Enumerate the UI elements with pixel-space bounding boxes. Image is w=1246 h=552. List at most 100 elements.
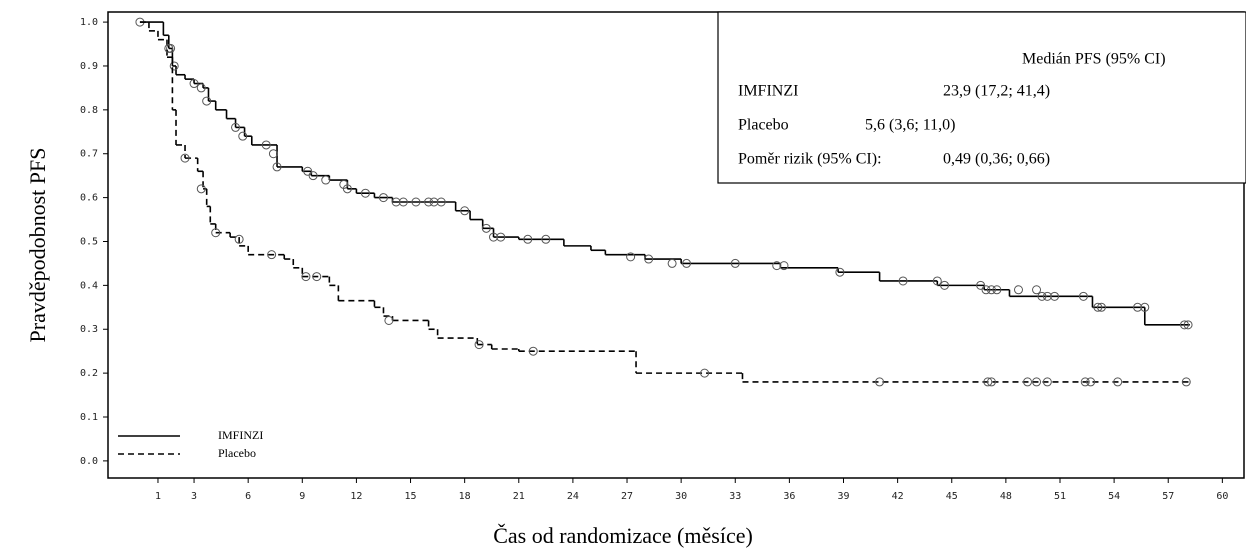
censor-mark (1093, 302, 1103, 312)
y-tick-label: 0.9 (80, 61, 98, 72)
censor-mark (267, 250, 277, 260)
censor-mark (303, 166, 313, 176)
censor-mark (1080, 377, 1090, 387)
x-tick-label: 48 (1000, 491, 1012, 502)
x-tick-label: 1 (155, 491, 161, 502)
censor-mark (231, 122, 241, 132)
legend-label: Placebo (218, 446, 256, 460)
censor-mark (398, 197, 408, 207)
censor-mark (202, 96, 212, 106)
x-tick-label: 3 (191, 491, 197, 502)
censor-mark (898, 276, 908, 286)
y-tick-label: 0.1 (80, 412, 98, 423)
censor-mark (1179, 320, 1189, 330)
censor-mark (391, 197, 401, 207)
x-tick-label: 54 (1108, 491, 1120, 502)
x-tick-label: 60 (1216, 491, 1228, 502)
censor-mark (1042, 291, 1052, 301)
censor-mark (164, 43, 174, 53)
y-tick-label: 0.8 (80, 105, 98, 116)
censor-mark (424, 197, 434, 207)
censor-mark (1133, 302, 1143, 312)
censor-mark (983, 377, 993, 387)
censor-mark (496, 232, 506, 242)
x-tick-label: 45 (946, 491, 958, 502)
censor-mark (429, 197, 439, 207)
annotation-header: Medián PFS (95% CI) (1022, 51, 1166, 68)
x-tick-label: 6 (245, 491, 251, 502)
censor-mark (169, 61, 179, 71)
y-tick-label: 0.4 (80, 280, 98, 291)
censor-mark (981, 285, 991, 295)
x-tick-label: 27 (621, 491, 633, 502)
censor-mark (1181, 377, 1191, 387)
y-tick-label: 1.0 (80, 17, 98, 28)
x-tick-label: 51 (1054, 491, 1066, 502)
censor-mark (523, 234, 533, 244)
censor-mark (940, 280, 950, 290)
annotation-label: Placebo (738, 117, 789, 134)
censor-mark (626, 252, 636, 262)
annotation-value: 5,6 (3,6; 11,0) (865, 117, 956, 134)
x-tick-label: 33 (729, 491, 741, 502)
y-tick-label: 0.5 (80, 236, 98, 247)
censor-mark (211, 228, 221, 238)
censor-mark (342, 184, 352, 194)
censor-mark (360, 188, 370, 198)
y-tick-label: 0.3 (80, 324, 98, 335)
y-tick-label: 0.0 (80, 456, 98, 467)
y-tick-label: 0.7 (80, 149, 98, 160)
censor-mark (308, 171, 318, 181)
plot-frame (107, 11, 1245, 479)
censor-mark (312, 272, 322, 282)
censor-mark (528, 346, 538, 356)
censor-mark (1140, 302, 1150, 312)
censor-mark (1013, 285, 1023, 295)
censor-mark (541, 234, 551, 244)
x-tick-label: 57 (1162, 491, 1174, 502)
x-tick-label: 21 (513, 491, 525, 502)
censor-mark (976, 280, 986, 290)
x-tick-label: 9 (299, 491, 305, 502)
x-axis-label: Čas od randomizace (měsíce) (493, 523, 753, 548)
censor-mark (261, 140, 271, 150)
censor-mark (411, 197, 421, 207)
censor-mark (932, 276, 942, 286)
censor-mark (986, 285, 996, 295)
censor-mark (180, 153, 190, 163)
x-tick-label: 24 (567, 491, 579, 502)
annotation-value: 0,49 (0,36; 0,66) (943, 151, 1050, 168)
censor-mark (772, 261, 782, 271)
censor-mark (986, 377, 996, 387)
y-tick-label: 0.6 (80, 193, 98, 204)
x-tick-label: 42 (892, 491, 904, 502)
censor-mark (644, 254, 654, 264)
censor-mark (436, 197, 446, 207)
censor-mark (272, 162, 282, 172)
x-tick-label: 18 (459, 491, 471, 502)
censor-mark (835, 267, 845, 277)
censor-mark (384, 315, 394, 325)
annotation-label: IMFINZI (738, 83, 798, 100)
censor-mark (268, 149, 278, 159)
censor-mark (682, 258, 692, 268)
censor-mark (489, 232, 499, 242)
censor-mark (992, 285, 1002, 295)
censor-mark (378, 193, 388, 203)
censor-mark (1042, 377, 1052, 387)
x-tick-label: 15 (405, 491, 417, 502)
censor-mark (196, 184, 206, 194)
censor-mark (1050, 291, 1060, 301)
censor-mark (321, 175, 331, 185)
censor-mark (1183, 320, 1193, 330)
x-tick-label: 36 (783, 491, 795, 502)
censor-mark (474, 340, 484, 350)
censor-mark (1037, 291, 1047, 301)
annotation-label: Poměr rizik (95% CI): (738, 151, 882, 168)
censor-mark (301, 272, 311, 282)
censor-mark (730, 258, 740, 268)
legend-label: IMFINZI (218, 428, 263, 442)
annotation-box (717, 11, 1246, 184)
censor-mark (1032, 377, 1042, 387)
